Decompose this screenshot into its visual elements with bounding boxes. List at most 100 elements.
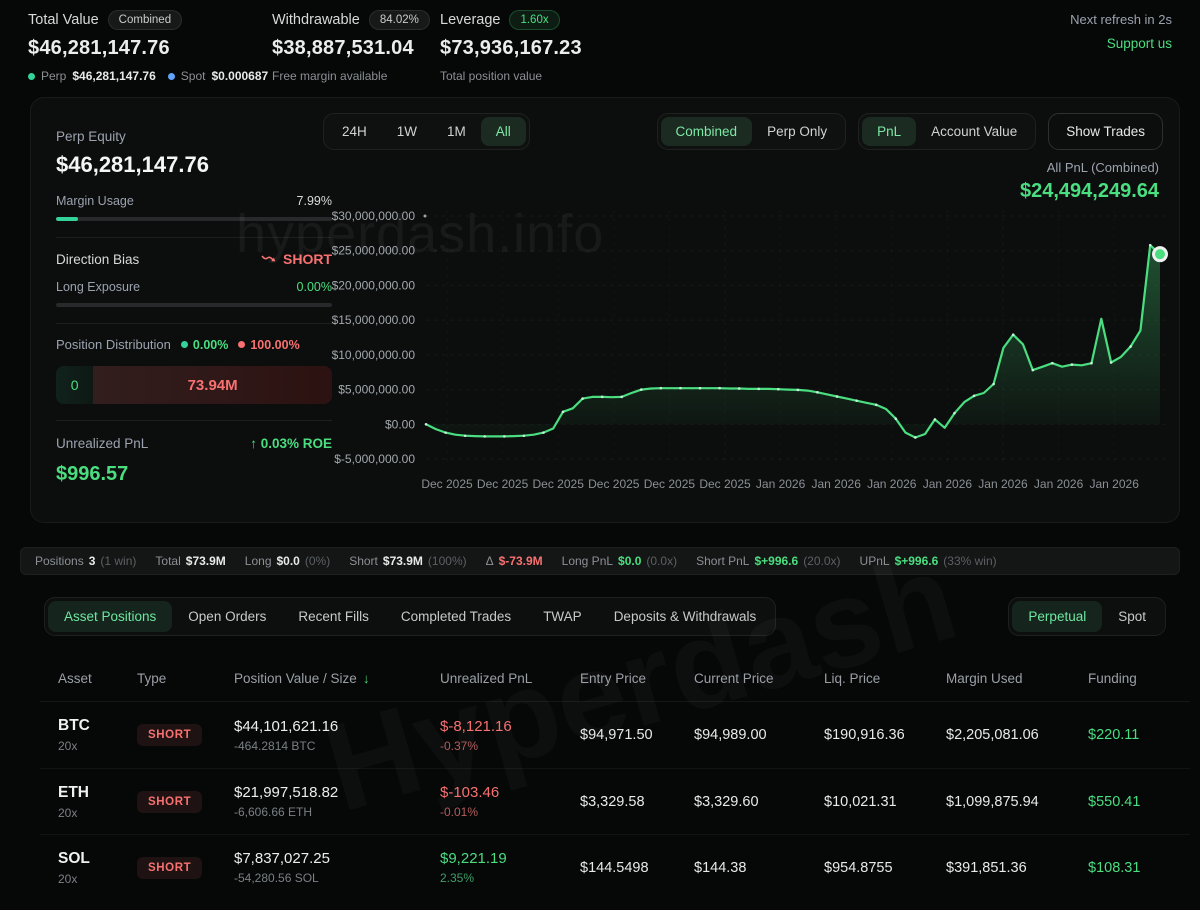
data-point: [1109, 361, 1113, 364]
tab-recent-fills[interactable]: Recent Fills: [298, 609, 369, 624]
total-value-label: Total Value: [28, 12, 99, 28]
leverage-badge: 1.60x: [509, 10, 560, 30]
tab-asset-positions[interactable]: Asset Positions: [48, 601, 173, 632]
table-row[interactable]: SOL 20x SHORT $7,837,027.25 -54,280.56 S…: [40, 834, 1190, 900]
view-tab-pnl[interactable]: PnL: [862, 117, 917, 146]
funding-cell: $108.31: [1088, 859, 1141, 876]
data-point: [483, 435, 487, 438]
side-badge: SHORT: [137, 790, 203, 813]
data-point: [894, 417, 898, 421]
liq-price-cell: $10,021.31: [824, 793, 897, 810]
data-point: [855, 399, 858, 402]
col-header-unrealized-pnl[interactable]: Unrealized PnL: [440, 671, 533, 686]
leverage-sub: Total position value: [440, 69, 543, 83]
support-us-link[interactable]: Support us: [1106, 36, 1172, 51]
col-header-funding[interactable]: Funding: [1088, 671, 1137, 686]
summary-item: Long $0.0 (0%): [244, 554, 331, 568]
data-point: [522, 434, 526, 438]
unrealized-pnl-value: $996.57: [56, 463, 129, 485]
tab-deposits-withdrawals[interactable]: Deposits & Withdrawals: [613, 609, 757, 624]
data-point: [1031, 368, 1035, 372]
pnl-line: [424, 244, 1162, 439]
distribution-long-segment: 0: [56, 366, 94, 404]
liq-price-cell: $190,916.36: [824, 727, 905, 743]
entry-price-cell: $144.5498: [580, 859, 649, 876]
long-exposure-label: Long Exposure: [56, 280, 141, 294]
data-point: [835, 395, 839, 398]
asset-cell: BTC 20x: [58, 717, 90, 753]
data-point: [816, 391, 819, 394]
data-point: [659, 386, 663, 390]
show-trades-button[interactable]: Show Trades: [1048, 113, 1163, 150]
perp-label: Perp: [41, 69, 67, 83]
direction-bias-value: SHORT: [283, 251, 332, 267]
y-axis-label: $20,000,000.00: [332, 278, 416, 292]
unrealized-pnl-label: Unrealized PnL: [56, 436, 149, 451]
spot-value: $0.000687: [211, 69, 269, 83]
margin-used-cell: $391,851.36: [946, 859, 1027, 876]
data-point: [737, 387, 741, 390]
data-point: [581, 397, 584, 400]
market-tab-perpetual[interactable]: Perpetual: [1012, 601, 1103, 632]
all-pnl-value: $24,494,249.64: [1019, 180, 1159, 202]
col-header-margin-used[interactable]: Margin Used: [946, 671, 1023, 686]
market-type-tabs: Perpetual Spot: [1008, 597, 1166, 636]
tab-completed-trades[interactable]: Completed Trades: [400, 609, 512, 624]
view-tab-account-value[interactable]: Account Value: [931, 124, 1018, 139]
data-point: [933, 418, 937, 421]
data-point: [992, 382, 995, 386]
table-row[interactable]: BTC 20x SHORT $44,101,621.16 -464.2814 B…: [40, 702, 1190, 768]
overview-card: Perp Equity $46,281,147.76 Margin Usage …: [30, 97, 1180, 523]
leverage-block: Leverage 1.60x $73,936,167.23 Total posi…: [440, 10, 582, 83]
tab-open-orders[interactable]: Open Orders: [188, 609, 267, 624]
mode-tab-combined[interactable]: Combined: [660, 117, 753, 146]
data-point: [914, 436, 917, 439]
funding-cell: $220.11: [1088, 727, 1140, 743]
funding-cell: $550.41: [1088, 793, 1141, 810]
range-tab-all[interactable]: All: [480, 117, 526, 146]
unrealized-pnl-cell: $-103.46 -0.01%: [440, 784, 500, 819]
margin-usage-bar: [56, 217, 332, 221]
range-tab-1m[interactable]: 1M: [447, 124, 466, 139]
time-range-tabs: 24H 1W 1M All: [323, 113, 530, 150]
long-exposure-pct: 0.00%: [296, 280, 332, 294]
range-tab-1w[interactable]: 1W: [396, 124, 418, 139]
col-header-asset[interactable]: Asset: [58, 671, 92, 686]
tab-twap[interactable]: TWAP: [543, 609, 582, 624]
data-point: [1051, 361, 1054, 365]
table-row[interactable]: ETH 20x SHORT $21,997,518.82 -6,606.66 E…: [40, 768, 1190, 834]
distribution-short-pct: 100.00%: [250, 337, 300, 352]
col-header-entry-price[interactable]: Entry Price: [580, 671, 647, 686]
market-tab-spot[interactable]: Spot: [1118, 609, 1146, 624]
current-price-cell: $144.38: [694, 859, 747, 876]
last-point-marker: [1152, 246, 1168, 263]
data-point: [874, 403, 878, 407]
summary-item: UPnL $+996.6 (33% win): [859, 554, 997, 568]
data-point: [444, 431, 447, 434]
margin-usage-label: Margin Usage: [56, 194, 134, 208]
col-header-type[interactable]: Type: [137, 671, 167, 686]
x-axis-label: Jan 2026: [812, 477, 862, 491]
col-header-liq-price[interactable]: Liq. Price: [824, 671, 881, 686]
position-value-cell: $44,101,621.16 -464.2814 BTC: [234, 717, 339, 753]
position-value-cell: $7,837,027.25 -54,280.56 SOL: [234, 850, 330, 885]
data-point: [1070, 363, 1074, 366]
summary-item: Short PnL $+996.6 (20.0x): [696, 554, 841, 568]
asset-cell: ETH 20x: [58, 783, 89, 820]
x-axis-label: Dec 2025: [588, 477, 640, 491]
pnl-area-chart: $30,000,000.00 $25,000,000.00 $20,000,000.…: [332, 209, 1168, 491]
col-header-current-price[interactable]: Current Price: [694, 671, 774, 686]
y-axis-label: $30,000,000.00: [332, 209, 416, 223]
trending-down-icon: [261, 255, 276, 262]
pnl-area-fill: [426, 245, 1160, 438]
mode-tab-perp-only[interactable]: Perp Only: [767, 124, 828, 139]
direction-bias-label: Direction Bias: [56, 251, 140, 267]
entry-price-cell: $94,971.50: [580, 727, 653, 743]
sort-desc-icon: ↓: [362, 671, 370, 686]
summary-item: Short $73.9M (100%): [349, 554, 467, 568]
data-point: [561, 410, 565, 414]
range-tab-24h[interactable]: 24H: [342, 124, 367, 139]
data-point: [972, 394, 976, 398]
withdrawable-sub: Free margin available: [272, 69, 388, 83]
col-header-position-value-size[interactable]: Position Value / Size ↓: [234, 671, 370, 686]
